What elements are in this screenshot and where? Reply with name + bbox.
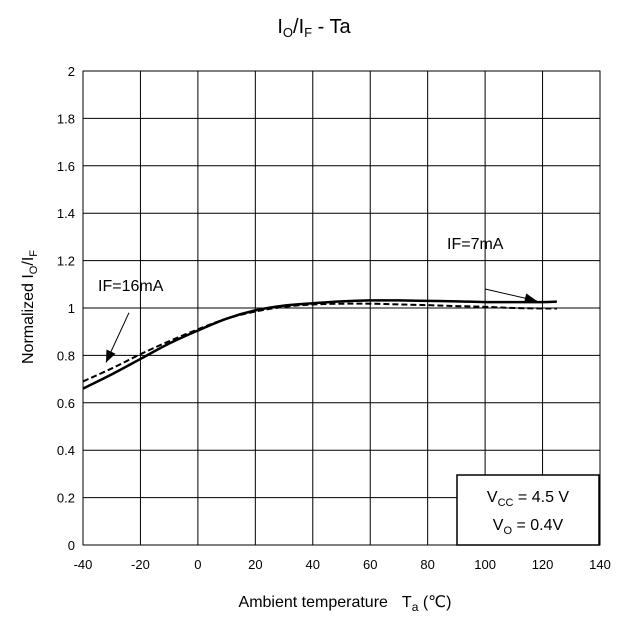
y-tick-label-9: 1.8 — [57, 111, 75, 126]
y-tick-label-5: 1 — [68, 301, 75, 316]
annotation-arrow-head-0 — [523, 293, 537, 304]
y-tick-label-7: 1.4 — [57, 206, 75, 221]
x-tick-label-2: 0 — [194, 557, 201, 572]
x-tick-label-4: 40 — [306, 557, 320, 572]
series-line-if-16ma — [82, 302, 557, 383]
y-tick-label-1: 0.2 — [57, 491, 75, 506]
y-tick-label-0: 0 — [68, 538, 75, 553]
y-tick-label-2: 0.4 — [57, 443, 75, 458]
annotation-arrow-head-1 — [105, 349, 116, 363]
y-tick-label-10: 2 — [68, 64, 75, 79]
series-group — [82, 299, 557, 390]
condition-vo: VO = 0.4V — [493, 517, 564, 537]
annotation-if-7ma: IF=7mA — [447, 236, 504, 253]
annotation-if-16ma: IF=16mA — [98, 278, 164, 295]
y-tick-label-8: 1.6 — [57, 159, 75, 174]
x-axis-label: Ambient temperature Ta (℃) — [239, 594, 452, 614]
x-tick-label-7: 100 — [474, 557, 496, 572]
y-tick-label-3: 0.6 — [57, 396, 75, 411]
y-tick-label-4: 0.8 — [57, 348, 75, 363]
annotations: IF=7mA IF=16mA — [98, 236, 537, 363]
x-tick-label-8: 120 — [532, 557, 554, 572]
x-tick-label-5: 60 — [363, 557, 377, 572]
plot-frame — [82, 70, 601, 546]
y-axis-ticks: 0 0.2 0.4 0.6 0.8 1 1.2 1.4 1.6 1.8 2 — [57, 64, 75, 553]
condition-vcc: VCC = 4.5 V — [487, 489, 569, 509]
x-axis-ticks: -40 -20 0 20 40 60 80 100 120 140 — [74, 557, 611, 572]
x-tick-label-9: 140 — [589, 557, 611, 572]
series-line-if-7ma — [82, 299, 557, 390]
x-tick-label-3: 20 — [248, 557, 262, 572]
x-tick-label-6: 80 — [420, 557, 434, 572]
chart-title: IO/IF - Ta — [277, 16, 351, 40]
y-axis-label: Normalized IO/IF — [20, 250, 40, 364]
conditions-box-frame — [456, 474, 600, 546]
x-tick-label-0: -40 — [74, 557, 93, 572]
y-tick-label-6: 1.2 — [57, 254, 75, 269]
conditions-box: VCC = 4.5 V VO = 0.4V — [456, 474, 600, 546]
x-tick-label-1: -20 — [131, 557, 150, 572]
